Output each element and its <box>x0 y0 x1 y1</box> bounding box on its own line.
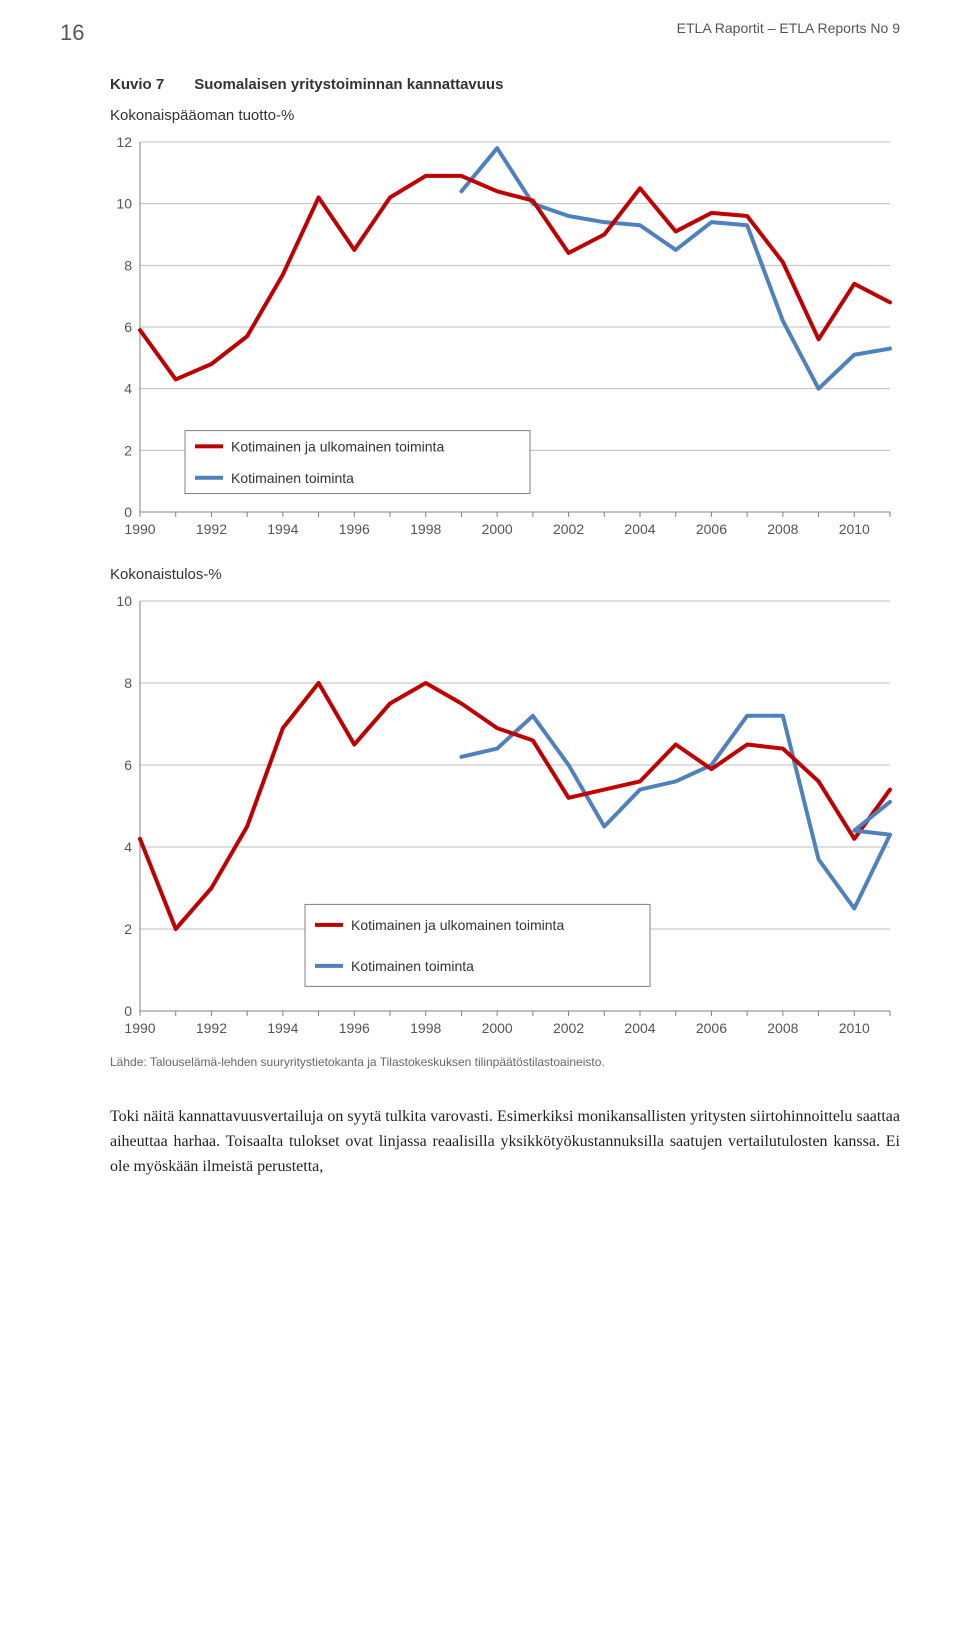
svg-text:Kotimainen ja ulkomainen toimi: Kotimainen ja ulkomainen toiminta <box>351 917 564 933</box>
svg-text:2008: 2008 <box>767 521 798 537</box>
svg-text:2010: 2010 <box>839 1020 870 1036</box>
svg-text:1994: 1994 <box>267 1020 298 1036</box>
chart1-subtitle: Kokonaispääoman tuotto-% <box>0 93 960 128</box>
svg-text:12: 12 <box>116 134 132 150</box>
svg-text:Kotimainen toiminta: Kotimainen toiminta <box>351 958 474 974</box>
svg-text:2008: 2008 <box>767 1020 798 1036</box>
figure-source-caption: Lähde: Talouselämä-lehden suuryritystiet… <box>0 1051 960 1069</box>
svg-text:8: 8 <box>124 257 132 273</box>
svg-text:2006: 2006 <box>696 521 727 537</box>
svg-text:2004: 2004 <box>624 1020 655 1036</box>
body-paragraph: Toki näitä kannattavuusvertailuja on syy… <box>0 1069 960 1179</box>
svg-text:0: 0 <box>124 1003 132 1019</box>
chart2-svg: 0 2 4 6 8 10 1990 1992 1994 1996 1998 2000 2002 2004 2… <box>100 591 900 1051</box>
svg-text:6: 6 <box>124 757 132 773</box>
svg-text:2006: 2006 <box>696 1020 727 1036</box>
svg-text:8: 8 <box>124 675 132 691</box>
svg-text:6: 6 <box>124 319 132 335</box>
svg-text:Kotimainen ja ulkomainen toimi: Kotimainen ja ulkomainen toiminta <box>231 438 444 454</box>
svg-text:10: 10 <box>116 196 132 212</box>
svg-text:4: 4 <box>124 381 132 397</box>
svg-text:1992: 1992 <box>196 521 227 537</box>
svg-text:2: 2 <box>124 921 132 937</box>
svg-text:1998: 1998 <box>410 521 441 537</box>
svg-text:1992: 1992 <box>196 1020 227 1036</box>
svg-text:0: 0 <box>124 504 132 520</box>
svg-text:2002: 2002 <box>553 521 584 537</box>
page-number: 16 <box>60 20 84 46</box>
chart1-container: 0 2 4 6 8 10 12 1990 1992 1994 1996 1998 2000 2002 200… <box>0 128 960 552</box>
svg-text:Kotimainen toiminta: Kotimainen toiminta <box>231 470 354 486</box>
svg-text:10: 10 <box>116 593 132 609</box>
svg-text:1998: 1998 <box>410 1020 441 1036</box>
page-header: 16 ETLA Raportit – ETLA Reports No 9 <box>0 0 960 56</box>
svg-text:1996: 1996 <box>339 521 370 537</box>
figure-label: Kuvio 7 <box>110 76 164 93</box>
chart2-container: 0 2 4 6 8 10 1990 1992 1994 1996 1998 2000 2002 2004 2… <box>0 587 960 1051</box>
svg-text:2010: 2010 <box>839 521 870 537</box>
svg-text:1990: 1990 <box>124 521 155 537</box>
svg-text:4: 4 <box>124 839 132 855</box>
svg-text:2004: 2004 <box>624 521 655 537</box>
svg-text:1990: 1990 <box>124 1020 155 1036</box>
svg-text:1996: 1996 <box>339 1020 370 1036</box>
svg-text:2: 2 <box>124 442 132 458</box>
figure-title: Suomalaisen yritystoiminnan kannattavuus <box>194 76 503 93</box>
report-series-label: ETLA Raportit – ETLA Reports No 9 <box>677 20 900 36</box>
svg-text:2000: 2000 <box>482 521 513 537</box>
figure-heading-row: Kuvio 7 Suomalaisen yritystoiminnan kann… <box>0 56 960 93</box>
svg-text:2002: 2002 <box>553 1020 584 1036</box>
svg-text:2000: 2000 <box>482 1020 513 1036</box>
svg-text:1994: 1994 <box>267 521 298 537</box>
chart1-svg: 0 2 4 6 8 10 12 1990 1992 1994 1996 1998 2000 2002 200… <box>100 132 900 552</box>
chart2-subtitle: Kokonaistulos-% <box>0 552 960 587</box>
